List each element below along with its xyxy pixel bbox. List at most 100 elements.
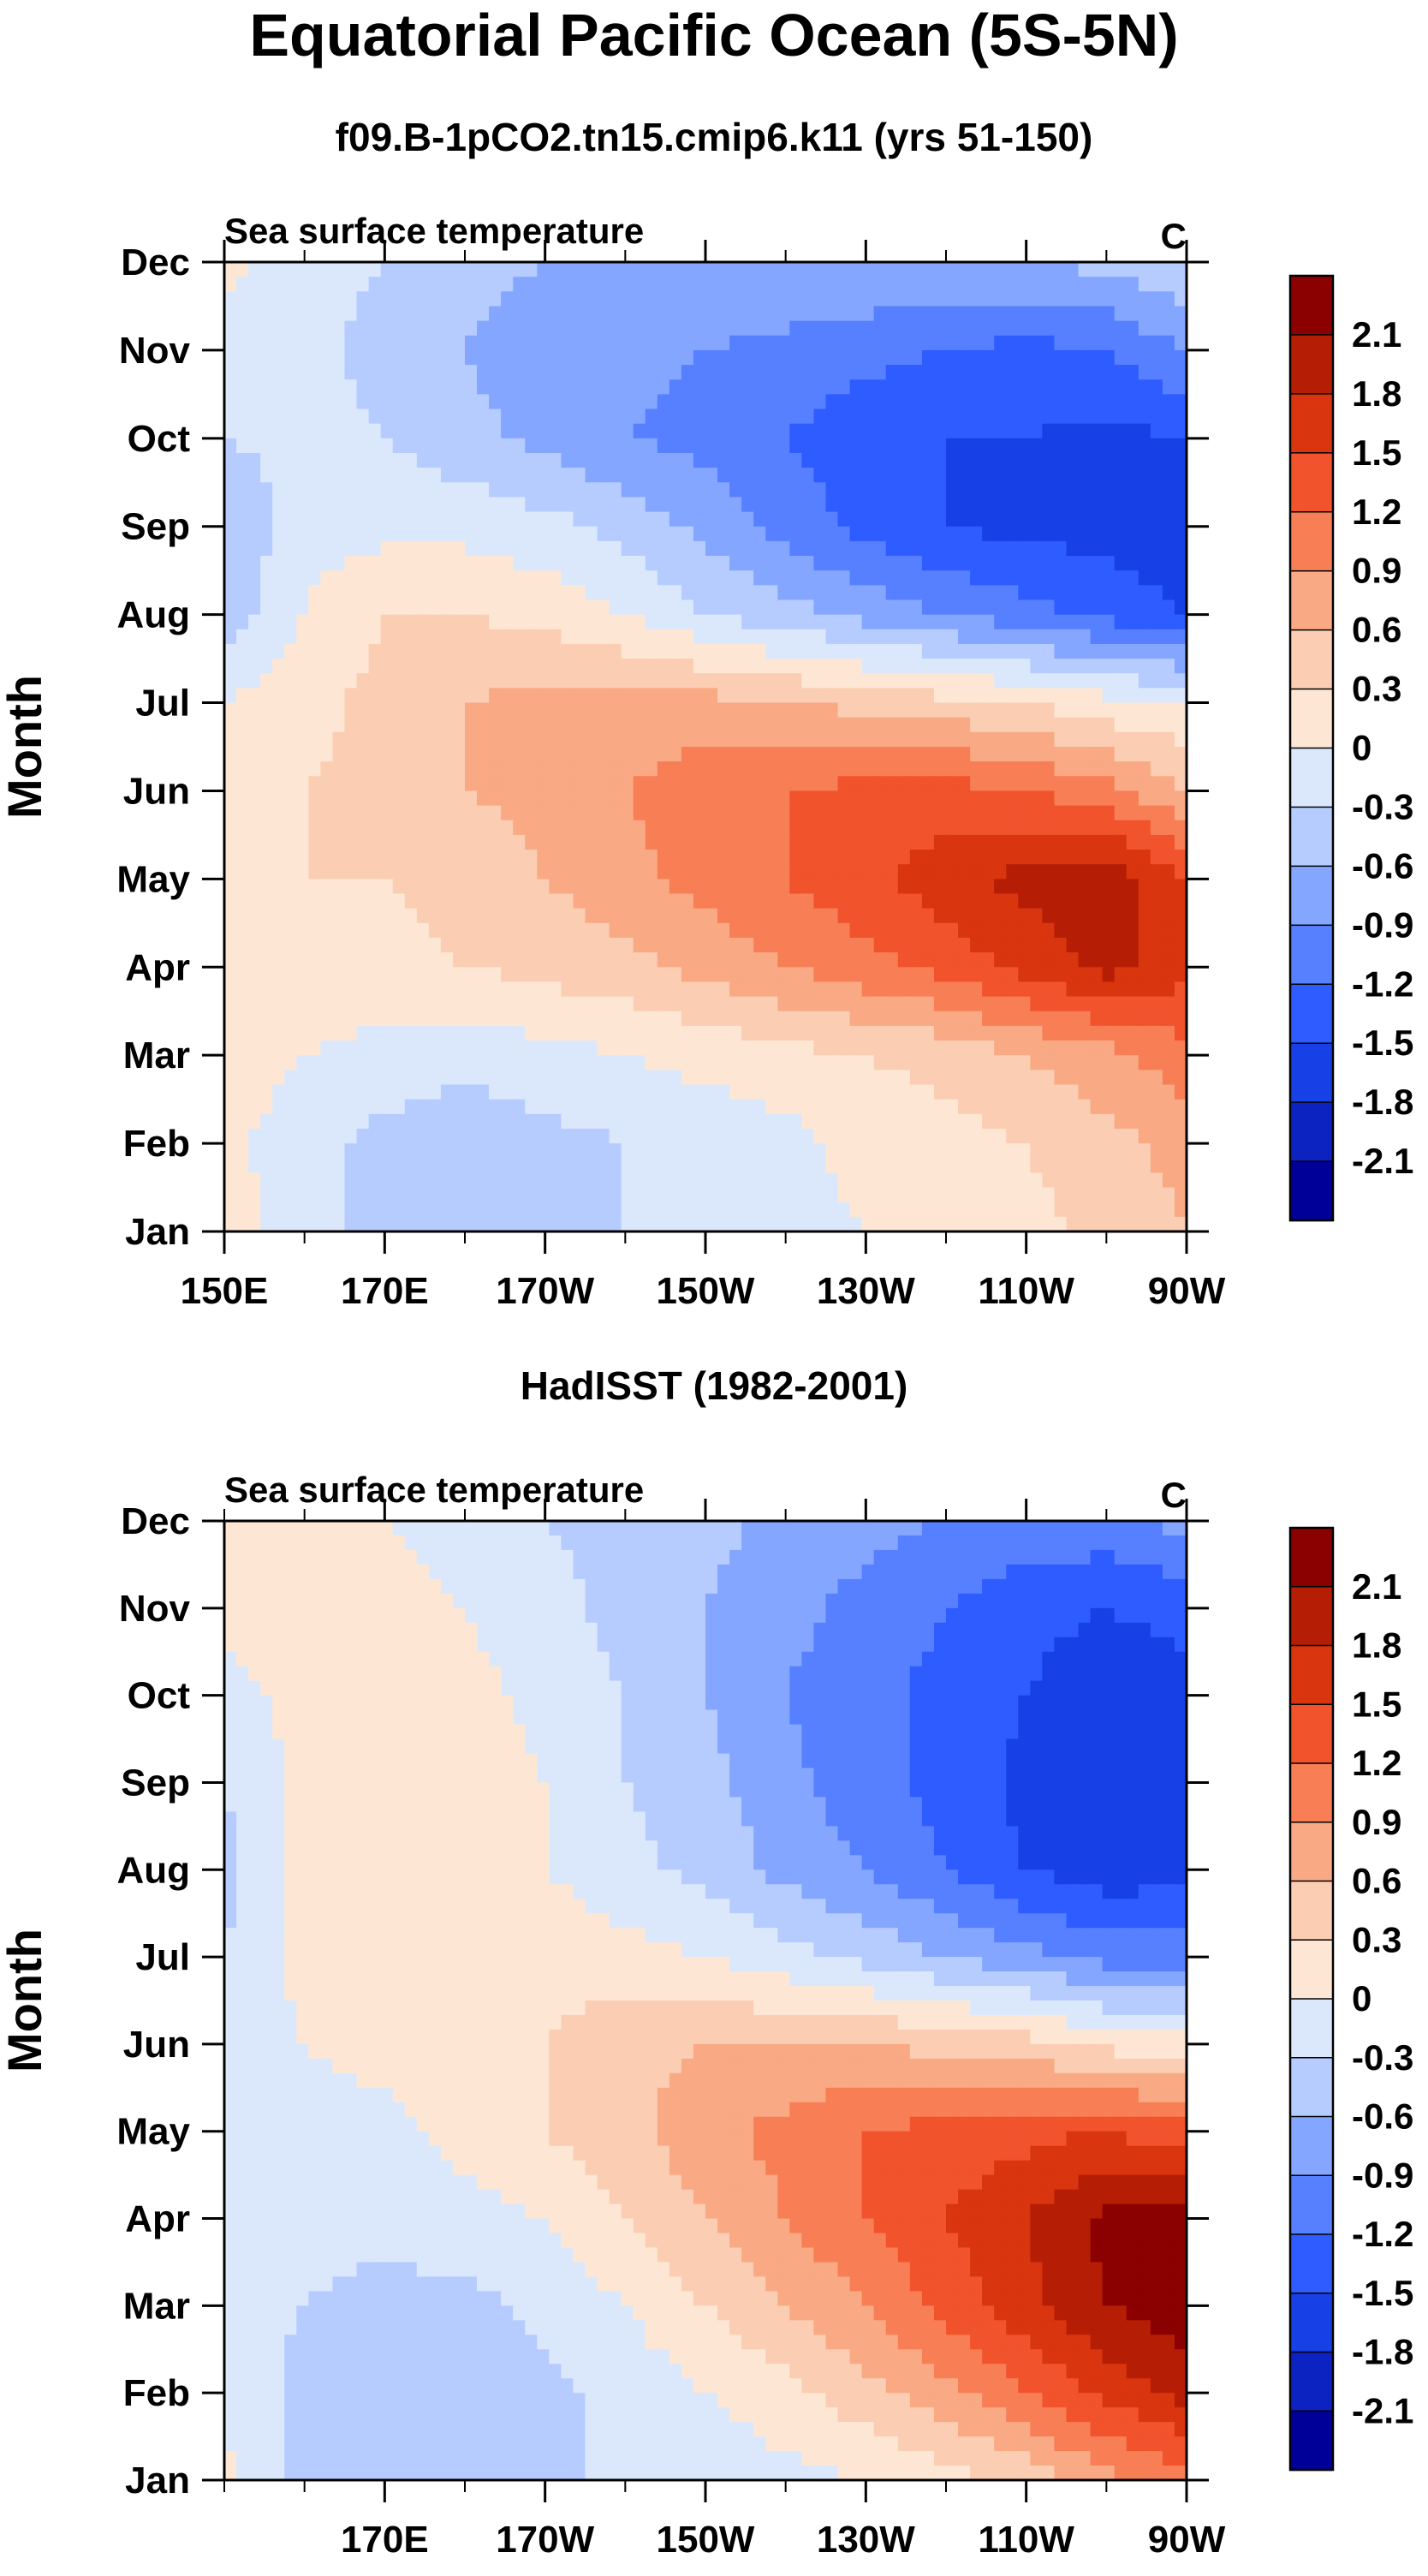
contour-cell [1090, 688, 1104, 704]
contour-cell [1102, 967, 1116, 983]
contour-cell [741, 893, 754, 909]
contour-cell [657, 1113, 670, 1130]
contour-cell [404, 511, 418, 528]
contour-cell [729, 805, 742, 821]
contour-cell [356, 306, 370, 322]
contour-cell [344, 423, 358, 439]
contour-cell [921, 585, 935, 601]
contour-cell [404, 423, 418, 439]
contour-cell [380, 1084, 394, 1100]
contour-cell [946, 834, 959, 850]
contour-cell [777, 790, 790, 807]
contour-cell [729, 1128, 742, 1144]
contour-cell [789, 394, 802, 410]
contour-cell [1126, 996, 1139, 1012]
contour-cell [585, 659, 598, 674]
contour-cell [573, 394, 586, 410]
contour-cell [861, 776, 875, 792]
contour-cell [368, 540, 382, 557]
contour-cell [621, 673, 634, 689]
contour-cell [224, 805, 237, 821]
contour-cell [1042, 599, 1056, 616]
contour-cell [885, 922, 899, 939]
contour-cell [573, 335, 586, 351]
contour-cell [1150, 893, 1163, 909]
contour-cell [404, 790, 418, 807]
contour-cell [1150, 482, 1163, 498]
contour-cell [561, 423, 574, 439]
contour-cell [729, 394, 742, 410]
contour-cell [525, 291, 538, 307]
contour-cell [1066, 996, 1080, 1012]
contour-cell [1018, 967, 1031, 983]
contour-cell [1126, 922, 1139, 939]
contour-cell [789, 1011, 802, 1027]
contour-cell [909, 379, 923, 395]
contour-cell [248, 526, 261, 542]
contour-cell [308, 349, 321, 366]
contour-cell [561, 291, 574, 307]
contour-cell [344, 820, 358, 836]
contour-cell [958, 643, 971, 659]
contour-cell [1006, 556, 1019, 571]
contour-cell [789, 1158, 802, 1173]
contour-cell [501, 673, 514, 689]
contour-cell [657, 1055, 670, 1070]
contour-cell [320, 277, 334, 292]
contour-cell [825, 981, 839, 998]
contour-cell [994, 967, 1007, 983]
contour-cell [801, 1070, 815, 1086]
contour-cell [1090, 850, 1104, 865]
contour-cell [501, 776, 514, 792]
contour-cell [789, 335, 802, 351]
contour-cell [801, 599, 815, 616]
contour-cell [477, 747, 490, 762]
contour-cell [1018, 731, 1031, 748]
contour-cell [861, 864, 875, 880]
contour-cell [320, 850, 334, 865]
contour-cell [452, 702, 466, 719]
contour-cell [789, 540, 802, 557]
contour-cell [801, 540, 815, 557]
contour-cell [440, 1070, 454, 1086]
contour-cell [380, 673, 394, 689]
contour-cell [813, 981, 827, 998]
contour-cell [825, 1099, 839, 1115]
contour-cell [885, 702, 899, 719]
contour-cell [970, 1113, 983, 1130]
contour-cell [837, 570, 851, 586]
contour-cell [1030, 335, 1043, 351]
contour-cell [296, 643, 309, 659]
contour-cell [573, 864, 586, 880]
contour-cell [753, 423, 766, 439]
contour-cell [368, 599, 382, 616]
panel-2-title: HadISST (1982-2001) [520, 1363, 908, 1408]
contour-cell [1030, 277, 1043, 292]
contour-cell [693, 320, 706, 337]
contour-cell [380, 482, 394, 498]
contour-cell [296, 673, 309, 689]
contour-cell [1018, 1158, 1031, 1173]
contour-cell [837, 423, 851, 439]
contour-cell [946, 1128, 959, 1144]
contour-cell [1006, 731, 1019, 748]
contour-cell [320, 423, 334, 439]
contour-cell [1162, 1041, 1175, 1056]
contour-cell [537, 452, 550, 468]
contour-cell [416, 423, 430, 439]
contour-cell [909, 1113, 923, 1130]
contour-cell [477, 937, 490, 953]
contour-cell [921, 526, 935, 542]
contour-cell [873, 790, 887, 807]
contour-cell [308, 394, 321, 410]
contour-cell [958, 820, 971, 836]
contour-cell [1126, 1041, 1139, 1056]
contour-cell [332, 1041, 346, 1056]
contour-cell [609, 776, 622, 792]
contour-cell [1150, 1099, 1163, 1115]
contour-cell [657, 408, 670, 425]
contour-cell [982, 747, 995, 762]
contour-cell [609, 747, 622, 762]
contour-cell [428, 468, 442, 483]
contour-cell [1078, 452, 1092, 468]
